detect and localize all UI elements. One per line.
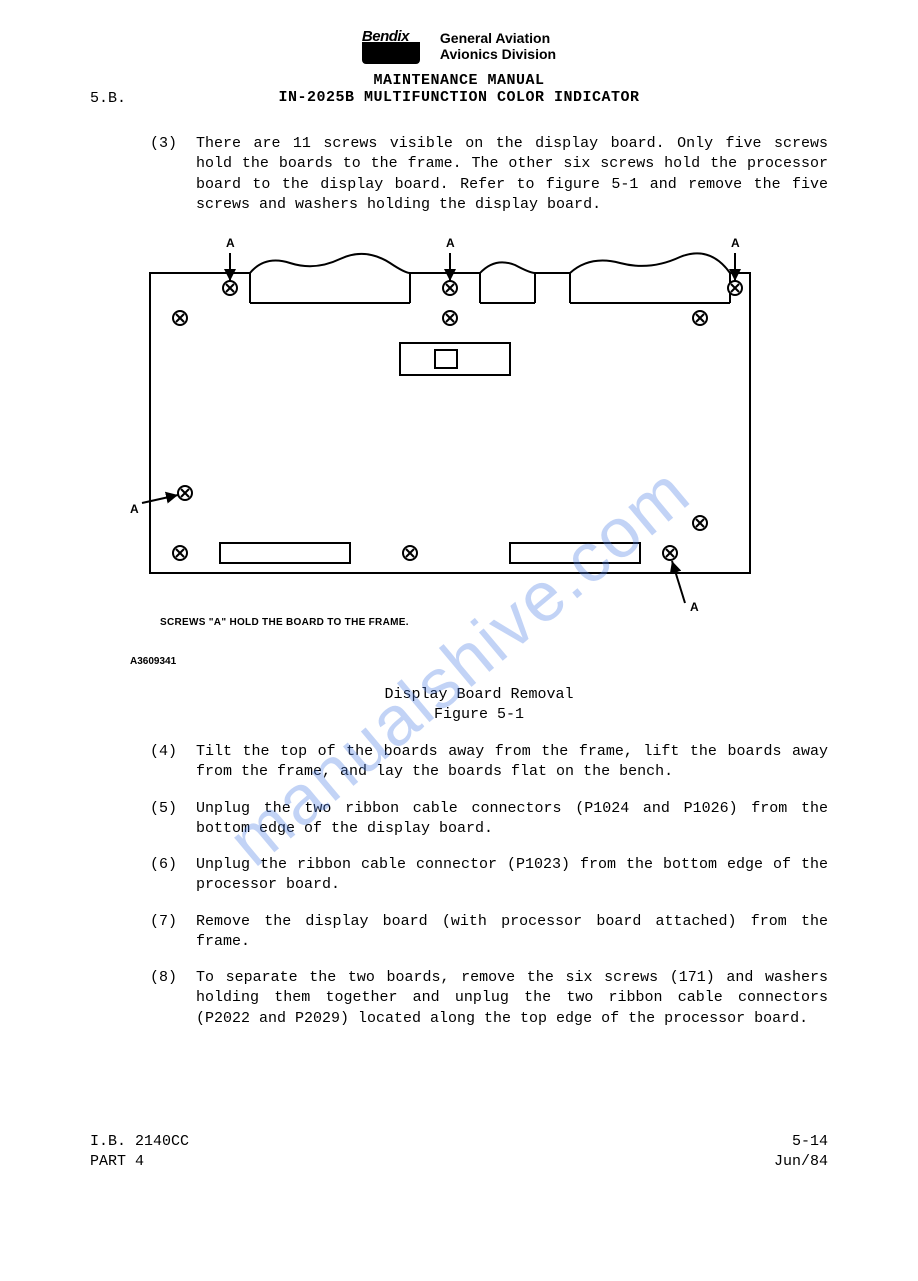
division-label: General Aviation Avionics Division xyxy=(440,30,556,62)
page: manualshive.com Bendix General Aviation … xyxy=(0,0,918,1281)
footer-part: PART 4 xyxy=(90,1152,189,1172)
step-text: Remove the display board (with processor… xyxy=(196,912,828,953)
header-logo-row: Bendix General Aviation Avionics Divisio… xyxy=(90,28,828,64)
step-text: There are 11 screws visible on the displ… xyxy=(196,134,828,215)
svg-text:A: A xyxy=(690,600,699,613)
step-8: (8) To separate the two boards, remove t… xyxy=(150,968,828,1029)
footer-date: Jun/84 xyxy=(774,1152,828,1172)
figure-id: A3609341 xyxy=(130,656,828,667)
footer-ib: I.B. 2140CC xyxy=(90,1132,189,1152)
division-line-2: Avionics Division xyxy=(440,46,556,62)
title-line-1: MAINTENANCE MANUAL xyxy=(90,72,828,89)
step-6: (6) Unplug the ribbon cable connector (P… xyxy=(150,855,828,896)
step-text: To separate the two boards, remove the s… xyxy=(196,968,828,1029)
section-number: 5.B. xyxy=(90,90,126,107)
footer-left: I.B. 2140CC PART 4 xyxy=(90,1132,189,1171)
title-line-2: IN-2025B MULTIFUNCTION COLOR INDICATOR xyxy=(90,89,828,106)
step-number: (8) xyxy=(150,968,184,1029)
display-board-diagram: A A A A A xyxy=(130,233,770,613)
bendix-logo-icon: Bendix xyxy=(362,28,422,64)
step-text: Unplug the two ribbon cable connectors (… xyxy=(196,799,828,840)
step-5: (5) Unplug the two ribbon cable connecto… xyxy=(150,799,828,840)
figure-caption: Display Board Removal Figure 5-1 xyxy=(130,685,828,724)
step-number: (6) xyxy=(150,855,184,896)
step-4: (4) Tilt the top of the boards away from… xyxy=(150,742,828,783)
svg-text:A: A xyxy=(731,236,740,250)
step-7: (7) Remove the display board (with proce… xyxy=(150,912,828,953)
svg-text:A: A xyxy=(226,236,235,250)
figure-note: SCREWS "A" HOLD THE BOARD TO THE FRAME. xyxy=(160,617,828,628)
figure-5-1: A A A A A SCREWS "A" HOLD THE BOARD TO THE F… xyxy=(130,233,828,724)
svg-text:A: A xyxy=(130,502,139,516)
step-number: (7) xyxy=(150,912,184,953)
figure-caption-line-2: Figure 5-1 xyxy=(130,705,828,725)
figure-caption-line-1: Display Board Removal xyxy=(130,685,828,705)
footer-page: 5-14 xyxy=(774,1132,828,1152)
step-number: (5) xyxy=(150,799,184,840)
step-number: (4) xyxy=(150,742,184,783)
page-footer: I.B. 2140CC PART 4 5-14 Jun/84 xyxy=(90,1132,828,1171)
step-text: Unplug the ribbon cable connector (P1023… xyxy=(196,855,828,896)
footer-right: 5-14 Jun/84 xyxy=(774,1132,828,1171)
document-title: MAINTENANCE MANUAL IN-2025B MULTIFUNCTIO… xyxy=(90,72,828,106)
division-line-1: General Aviation xyxy=(440,30,556,46)
svg-text:A: A xyxy=(446,236,455,250)
logo-flag-icon xyxy=(362,42,420,64)
step-number: (3) xyxy=(150,134,184,215)
step-text: Tilt the top of the boards away from the… xyxy=(196,742,828,783)
step-3: (3) There are 11 screws visible on the d… xyxy=(150,134,828,215)
